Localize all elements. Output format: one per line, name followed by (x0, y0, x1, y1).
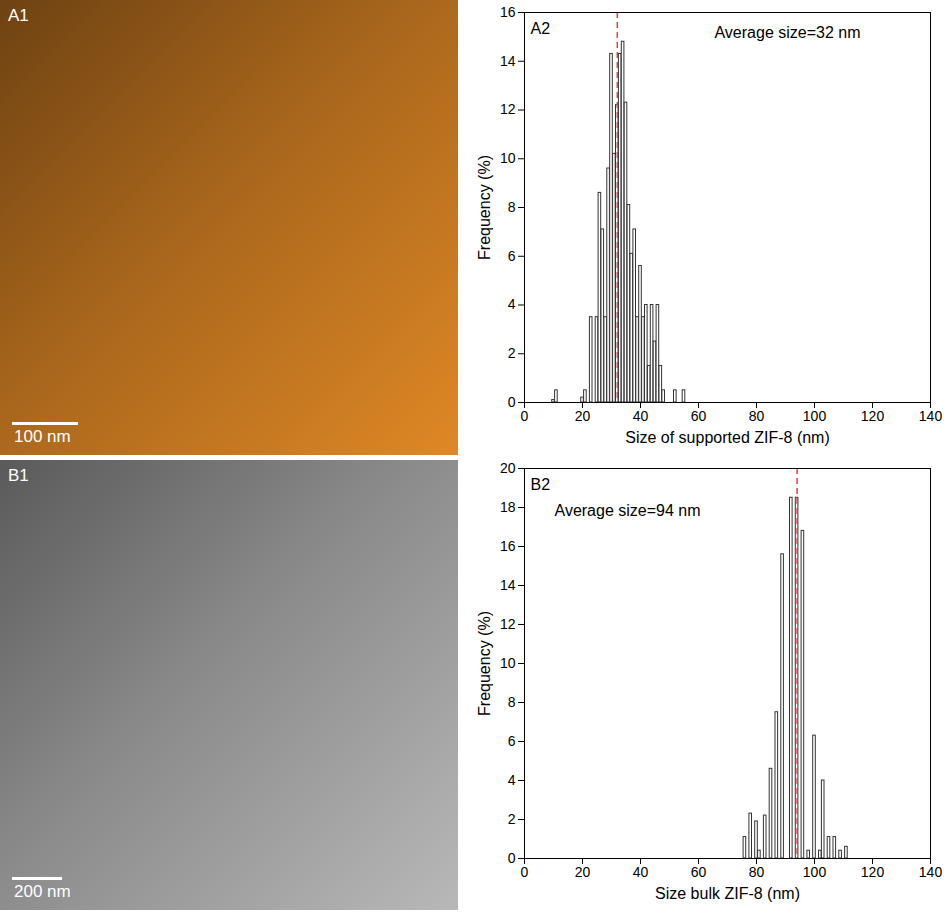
svg-text:140: 140 (919, 864, 943, 880)
svg-text:8: 8 (508, 694, 516, 710)
svg-text:0: 0 (508, 394, 516, 410)
svg-text:100: 100 (803, 408, 827, 424)
svg-text:20: 20 (575, 408, 591, 424)
svg-text:40: 40 (633, 408, 649, 424)
svg-text:80: 80 (749, 408, 765, 424)
svg-text:120: 120 (861, 408, 885, 424)
svg-text:60: 60 (691, 864, 707, 880)
svg-text:40: 40 (633, 864, 649, 880)
svg-text:140: 140 (919, 408, 943, 424)
svg-text:B2: B2 (531, 476, 551, 493)
svg-text:14: 14 (500, 577, 516, 593)
svg-text:2: 2 (508, 811, 516, 827)
svg-text:Average size=32 nm: Average size=32 nm (714, 24, 860, 41)
svg-text:0: 0 (521, 408, 529, 424)
svg-text:Frequency (%): Frequency (%) (476, 155, 493, 260)
svg-text:12: 12 (500, 101, 516, 117)
svg-text:Average size=94 nm: Average size=94 nm (555, 502, 701, 519)
svg-text:Size bulk ZIF-8 (nm): Size bulk ZIF-8 (nm) (655, 885, 800, 902)
svg-text:10: 10 (500, 150, 516, 166)
svg-text:20: 20 (575, 864, 591, 880)
svg-text:80: 80 (749, 864, 765, 880)
svg-text:2: 2 (508, 345, 516, 361)
svg-text:6: 6 (508, 733, 516, 749)
svg-text:14: 14 (500, 53, 516, 69)
svg-text:4: 4 (508, 772, 516, 788)
svg-text:4: 4 (508, 296, 516, 312)
svg-text:20: 20 (500, 460, 516, 476)
svg-text:A2: A2 (531, 20, 551, 37)
svg-text:60: 60 (691, 408, 707, 424)
svg-text:120: 120 (861, 864, 885, 880)
svg-text:0: 0 (521, 864, 529, 880)
svg-text:18: 18 (500, 499, 516, 515)
svg-text:Frequency (%): Frequency (%) (476, 611, 493, 716)
svg-text:6: 6 (508, 248, 516, 264)
svg-text:Size of supported ZIF-8 (nm): Size of supported ZIF-8 (nm) (625, 429, 830, 446)
svg-text:16: 16 (500, 4, 516, 20)
svg-text:12: 12 (500, 616, 516, 632)
html-text:100 nm: 100 nm (14, 427, 71, 446)
svg-text:10: 10 (500, 655, 516, 671)
html-text:A1: A1 (8, 6, 29, 25)
svg-text:0: 0 (508, 850, 516, 866)
svg-text:8: 8 (508, 199, 516, 215)
svg-text:100: 100 (803, 864, 827, 880)
svg-text:16: 16 (500, 538, 516, 554)
html-text:200 nm: 200 nm (14, 882, 71, 901)
html-text:B1: B1 (8, 466, 29, 485)
